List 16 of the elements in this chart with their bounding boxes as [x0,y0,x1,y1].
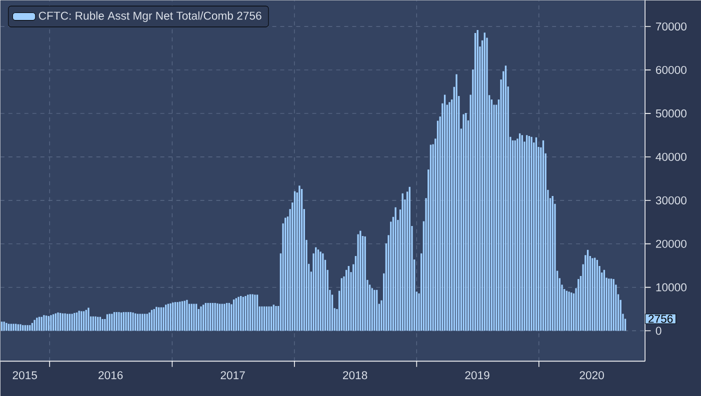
y-tick-label: 50000 [656,109,686,118]
y-tick-label: 40000 [656,152,686,161]
y-tick-label: 0 [656,326,662,335]
y-tick-label: 30000 [656,196,686,204]
annotation: 2756 [648,314,673,323]
y-tick-label: 20000 [656,240,686,248]
y-tick-label: 10000 [656,283,686,292]
x-tick-label: 2015 [12,371,37,380]
y-tick-label: 60000 [656,66,686,74]
y-tick-label: 70000 [656,22,686,30]
x-tick-label: 2017 [220,371,245,380]
x-tick-label: 2018 [343,371,368,380]
x-tick-label: 2016 [98,371,123,380]
legend-label: CFTC: Ruble Asst Mgr Net Total/Comb 2756 [38,11,262,22]
x-tick-label: 2019 [465,371,490,380]
x-tick-label: 2020 [580,371,604,380]
